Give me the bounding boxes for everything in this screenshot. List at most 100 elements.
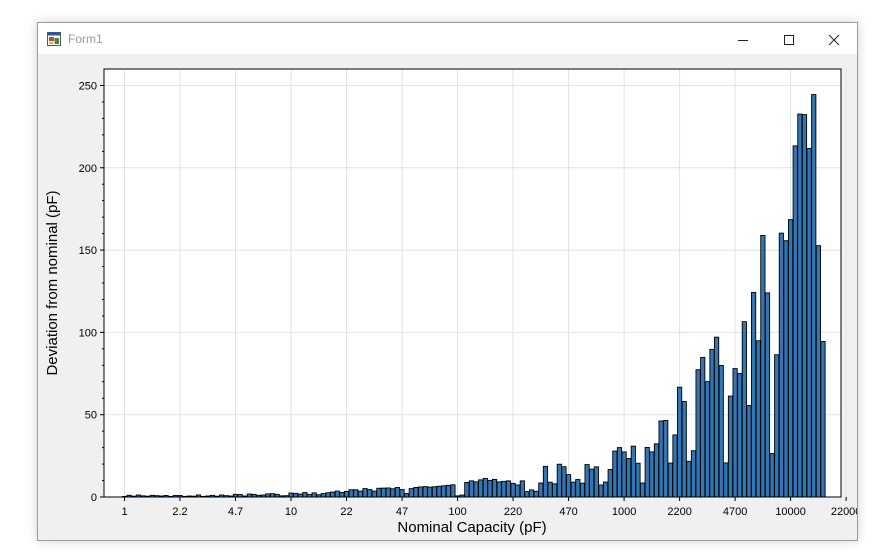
bar xyxy=(686,460,692,498)
bar xyxy=(566,474,572,498)
bar xyxy=(334,490,340,498)
bar xyxy=(806,148,812,498)
bar xyxy=(584,464,590,498)
bar xyxy=(339,491,345,498)
bar xyxy=(399,489,405,498)
bar xyxy=(371,490,377,498)
bar xyxy=(714,336,720,498)
bar xyxy=(376,487,382,498)
bar xyxy=(603,481,609,498)
x-tick-label: 10 xyxy=(285,506,297,518)
bar xyxy=(815,245,821,498)
bar xyxy=(445,484,451,498)
bar xyxy=(343,490,350,498)
window-title: Form1 xyxy=(68,32,103,46)
bar xyxy=(760,234,766,498)
bar xyxy=(487,479,493,498)
bar xyxy=(501,480,507,498)
bar xyxy=(533,490,539,498)
bar xyxy=(468,480,475,498)
bar xyxy=(325,492,331,498)
y-tick-label: 200 xyxy=(79,163,97,175)
x-tick-label: 2.2 xyxy=(172,506,187,518)
close-button[interactable] xyxy=(811,27,855,51)
bar xyxy=(709,348,715,498)
x-tick-label: 10000 xyxy=(775,506,806,518)
form-app-icon xyxy=(47,32,61,46)
bar xyxy=(612,450,618,498)
bar xyxy=(561,466,567,498)
minimize-button[interactable] xyxy=(720,27,764,51)
bar xyxy=(788,219,794,498)
bar xyxy=(621,451,627,498)
bar xyxy=(491,478,498,498)
bar xyxy=(737,373,743,498)
bar xyxy=(792,145,798,498)
bar xyxy=(575,479,581,498)
bar xyxy=(288,492,294,498)
bar xyxy=(811,94,817,498)
bar xyxy=(681,401,687,498)
bar xyxy=(630,445,636,498)
bar xyxy=(820,340,826,498)
bar xyxy=(320,493,326,498)
minimize-icon xyxy=(738,40,748,41)
bar xyxy=(570,481,576,498)
bar xyxy=(394,487,401,498)
bar xyxy=(801,114,808,498)
bar xyxy=(746,405,752,498)
maximize-icon xyxy=(784,35,794,45)
bar xyxy=(769,453,775,498)
bar xyxy=(293,492,299,498)
bar xyxy=(441,485,447,498)
maximize-button[interactable] xyxy=(766,27,810,51)
form-client-area: 0 50 100 150 200 250 1 2.2 4.7 10 22 47 100 220 470 100… xyxy=(38,54,857,540)
bar xyxy=(695,369,701,498)
bar xyxy=(644,447,650,498)
y-tick-label: 250 xyxy=(79,80,97,92)
title-bar[interactable]: Form1 xyxy=(38,23,857,54)
bar xyxy=(311,492,317,498)
bar xyxy=(450,484,456,498)
y-tick-label: 100 xyxy=(79,327,97,339)
bar xyxy=(330,491,336,498)
bar xyxy=(542,465,549,498)
bar xyxy=(589,468,595,498)
bar xyxy=(751,291,757,498)
bar xyxy=(496,481,502,498)
bar xyxy=(579,482,586,498)
bar xyxy=(635,462,641,498)
bar xyxy=(764,292,771,498)
bar xyxy=(658,420,664,498)
x-tick-label: 100 xyxy=(448,506,466,518)
bar xyxy=(649,451,655,498)
bar xyxy=(677,386,683,498)
bar xyxy=(515,484,521,498)
bar xyxy=(348,489,354,498)
bar xyxy=(482,477,488,498)
bar xyxy=(302,492,308,498)
bar xyxy=(362,488,368,498)
x-tick-label: 220 xyxy=(504,506,522,518)
bar xyxy=(505,480,512,498)
bar xyxy=(755,340,761,498)
x-tick-label: 470 xyxy=(559,506,577,518)
bar xyxy=(380,487,387,498)
bar xyxy=(774,354,780,498)
bar xyxy=(408,488,414,498)
y-axis-title: Deviation from nominal (pF) xyxy=(44,190,61,375)
x-tick-label: 22000 xyxy=(831,506,857,518)
bar xyxy=(626,458,632,498)
bar xyxy=(524,491,530,498)
y-tick-label: 150 xyxy=(79,245,97,257)
bar xyxy=(616,447,623,498)
bar xyxy=(427,486,433,498)
bar xyxy=(653,443,660,498)
bar xyxy=(519,480,525,498)
x-tick-label: 4.7 xyxy=(228,506,243,518)
x-tick-label: 2200 xyxy=(667,506,691,518)
bar xyxy=(422,486,428,498)
app-window: Form1 0 50 100 150 200 250 1 2.2 4.7 10 22 47 100 220… xyxy=(37,22,858,541)
bar xyxy=(404,493,410,498)
close-icon xyxy=(828,34,840,46)
